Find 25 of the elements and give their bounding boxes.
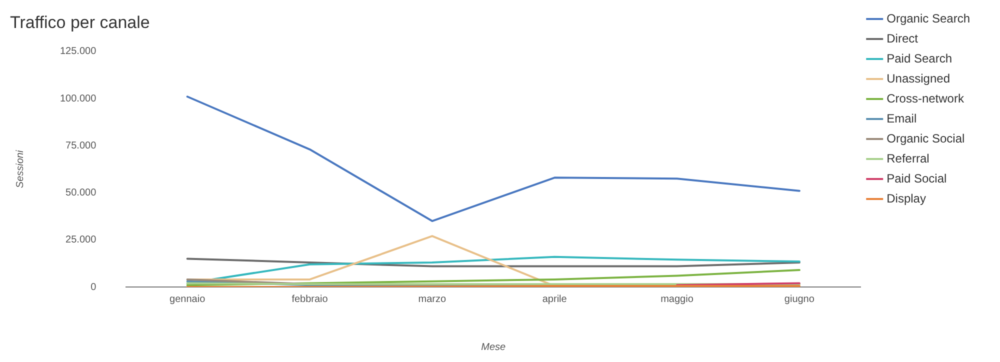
y-tick-label: 75.000 bbox=[66, 140, 97, 152]
y-axis-title: Sessioni bbox=[14, 150, 26, 188]
x-tick-label: gennaio bbox=[170, 294, 206, 305]
x-tick-label: marzo bbox=[418, 294, 447, 305]
y-tick-label: 25.000 bbox=[66, 234, 97, 246]
legend-label: Paid Social bbox=[886, 171, 947, 186]
y-tick-label: 100.000 bbox=[60, 93, 97, 104]
legend-label: Email bbox=[886, 111, 917, 126]
x-tick-label: giugno bbox=[784, 294, 815, 305]
y-tick-label: 125.000 bbox=[60, 46, 97, 58]
legend-label: Unassigned bbox=[886, 71, 950, 86]
legend-label: Referral bbox=[886, 151, 930, 166]
legend-label: Direct bbox=[886, 31, 919, 46]
legend-label: Display bbox=[886, 191, 926, 206]
legend-label: Organic Social bbox=[886, 131, 965, 146]
chart-title: Traffico per canale bbox=[10, 12, 150, 32]
x-tick-label: febbraio bbox=[292, 294, 328, 305]
x-axis-title: Mese bbox=[481, 342, 506, 353]
legend-label: Cross-network bbox=[886, 91, 965, 106]
x-tick-label: maggio bbox=[660, 294, 694, 305]
y-tick-label: 0 bbox=[90, 282, 97, 293]
x-tick-label: aprile bbox=[542, 294, 568, 305]
y-tick-label: 50.000 bbox=[66, 188, 97, 199]
legend-label: Paid Search bbox=[886, 51, 952, 66]
legend-label: Organic Search bbox=[886, 11, 970, 26]
